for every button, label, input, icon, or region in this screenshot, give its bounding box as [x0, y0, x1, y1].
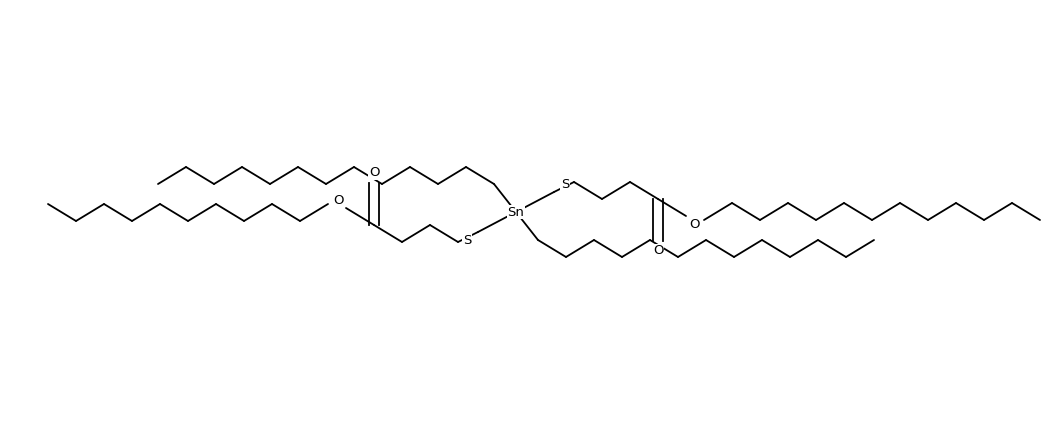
- Text: O: O: [653, 245, 663, 257]
- Text: Sn: Sn: [507, 206, 524, 218]
- Text: O: O: [333, 193, 343, 206]
- Text: S: S: [462, 234, 471, 246]
- Text: O: O: [688, 218, 699, 231]
- Text: O: O: [369, 167, 380, 179]
- Text: S: S: [561, 178, 569, 190]
